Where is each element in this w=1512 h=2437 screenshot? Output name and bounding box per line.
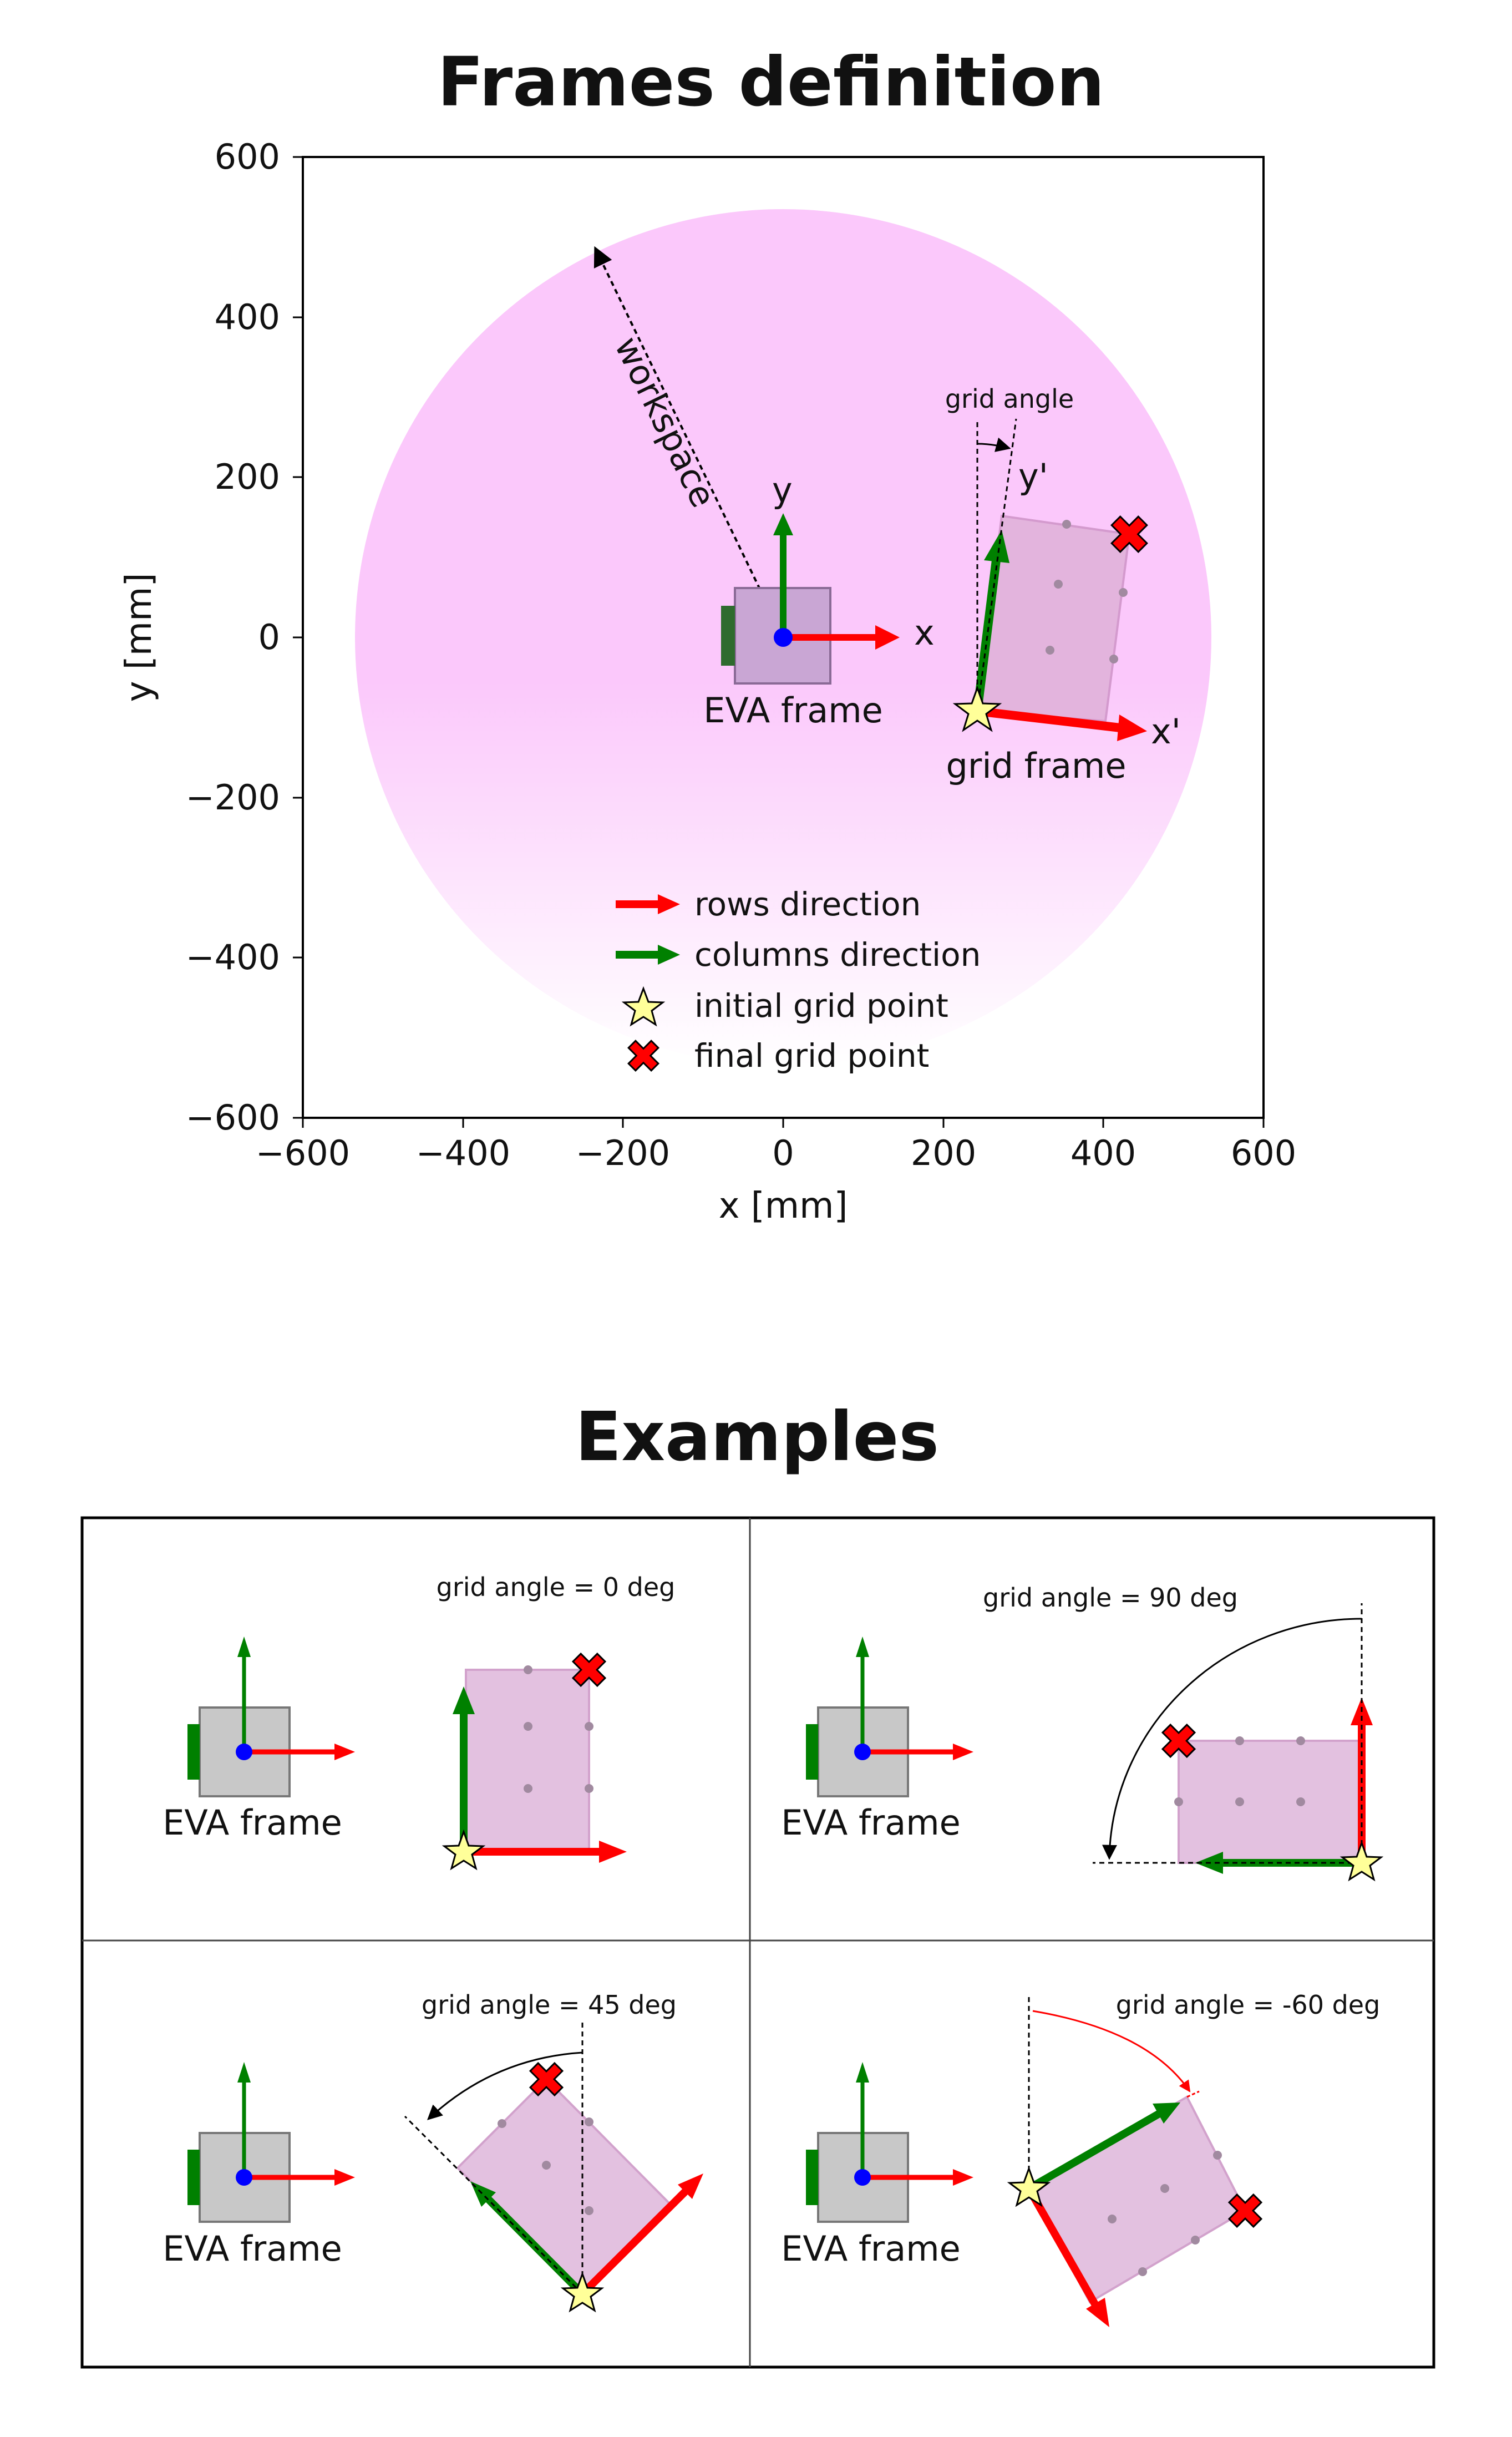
- eva-frame-label: EVA frame: [703, 690, 883, 731]
- x-axis-ticks: −600 −400 −200 0 200 400 600: [256, 1118, 1296, 1173]
- grid-columns-arrow: [973, 560, 1001, 712]
- example-eva-y-arrow: [237, 1637, 251, 1657]
- y-tick-label: 200: [215, 457, 280, 497]
- x-tick-label: 0: [772, 1133, 794, 1173]
- y-axis-ticks: 600 400 200 0 −200 −400 −600: [186, 136, 303, 1138]
- legend-item-rows: rows direction: [616, 885, 921, 923]
- y-tick-label: −600: [186, 1097, 280, 1138]
- grid-frame: grid angle y' x' grid frame: [945, 384, 1181, 786]
- x-tick-label: −400: [416, 1133, 510, 1173]
- eva-y-arrowhead: [773, 513, 793, 535]
- x-tick-label: −200: [576, 1133, 670, 1173]
- workspace-radius-arrow: [593, 246, 784, 638]
- y-tick-label: −200: [186, 777, 280, 818]
- grid-point: [1062, 520, 1071, 529]
- y-tick-label: −400: [186, 937, 280, 977]
- grid-point: [1109, 655, 1118, 663]
- x-tick-label: 200: [911, 1133, 976, 1173]
- x-axis-label: x [mm]: [719, 1185, 848, 1227]
- example-angle-label: grid angle = 90 deg: [983, 1583, 1238, 1613]
- grid-frame-label: grid frame: [946, 746, 1127, 786]
- legend-item-initial: initial grid point: [621, 986, 948, 1027]
- frames-definition-title: Frames definition: [438, 43, 1105, 121]
- x-tick-label: −600: [256, 1133, 350, 1173]
- eva-origin: [774, 628, 793, 647]
- legend-label: initial grid point: [694, 987, 948, 1025]
- legend-label: rows direction: [694, 885, 921, 923]
- top-plot: −600 −400 −200 0 200 400 600 600 400 200…: [119, 136, 1296, 1227]
- eva-y-label: y: [772, 470, 793, 510]
- example-45-deg: grid angle = 45 deg EVA frame: [163, 1990, 703, 2313]
- grid-point: [1046, 646, 1054, 655]
- example-angle-label: grid angle = 45 deg: [422, 1990, 677, 2020]
- y-tick-label: 400: [215, 297, 280, 337]
- y-tick-label: 0: [258, 617, 280, 657]
- legend-label: final grid point: [694, 1037, 929, 1075]
- example-eva-label: EVA frame: [781, 1802, 961, 1843]
- example-minus-60-deg: grid angle = -60 deg EVA frame: [781, 1990, 1380, 2327]
- example-initial-star: [442, 1829, 486, 1871]
- y-tick-label: 600: [215, 136, 280, 177]
- example-eva-origin: [236, 1744, 252, 1760]
- examples-panel: grid angle = 0 deg EVA frame grid ang: [80, 1516, 1435, 2369]
- grid-point: [1119, 588, 1128, 597]
- example-0-deg: grid angle = 0 deg EVA frame: [163, 1572, 676, 1871]
- grid-y-prime-label: y': [1018, 456, 1048, 496]
- eva-x-arrowhead: [875, 625, 900, 650]
- grid-x-prime-label: x': [1151, 711, 1181, 752]
- example-eva-label: EVA frame: [781, 2228, 961, 2269]
- example-columns-arrow: [453, 1686, 475, 1714]
- eva-x-label: x: [914, 612, 935, 653]
- y-axis-label: y [mm]: [119, 573, 160, 702]
- final-grid-point-cross: [1110, 515, 1148, 553]
- example-grid-area: [465, 1669, 590, 1853]
- eva-robot: x y EVA frame: [703, 470, 935, 731]
- example-eva-label: EVA frame: [163, 2228, 342, 2269]
- grid-point: [1054, 580, 1063, 589]
- legend-item-final: final grid point: [627, 1037, 929, 1075]
- x-tick-label: 400: [1070, 1133, 1136, 1173]
- example-angle-label: grid angle = -60 deg: [1116, 1990, 1381, 2020]
- example-rows-arrow: [599, 1841, 627, 1863]
- example-eva-x-arrow: [334, 1744, 355, 1760]
- legend-item-columns: columns direction: [616, 936, 981, 974]
- example-90-deg: grid angle = 90 deg EVA frame: [781, 1583, 1384, 1882]
- grid-rows-arrowhead: [1117, 715, 1147, 741]
- legend-label: columns direction: [694, 936, 981, 974]
- example-angle-label: grid angle = 0 deg: [437, 1572, 676, 1602]
- eva-connector: [721, 606, 735, 666]
- grid-columns-arrowhead: [984, 530, 1009, 563]
- grid-angle-label: grid angle: [945, 384, 1074, 414]
- initial-grid-point-star: [952, 685, 1002, 732]
- example-eva-label: EVA frame: [163, 1802, 342, 1843]
- grid-angle-arc: [977, 437, 1011, 452]
- grid-rows-arrow: [977, 707, 1121, 732]
- x-tick-label: 600: [1231, 1133, 1296, 1173]
- grid-angle-rotated-line: [976, 418, 1017, 712]
- legend: rows direction columns direction initial…: [616, 885, 981, 1075]
- example-final-cross: [571, 1652, 607, 1688]
- examples-title: Examples: [575, 1397, 939, 1476]
- example-eva-connector: [187, 1724, 200, 1780]
